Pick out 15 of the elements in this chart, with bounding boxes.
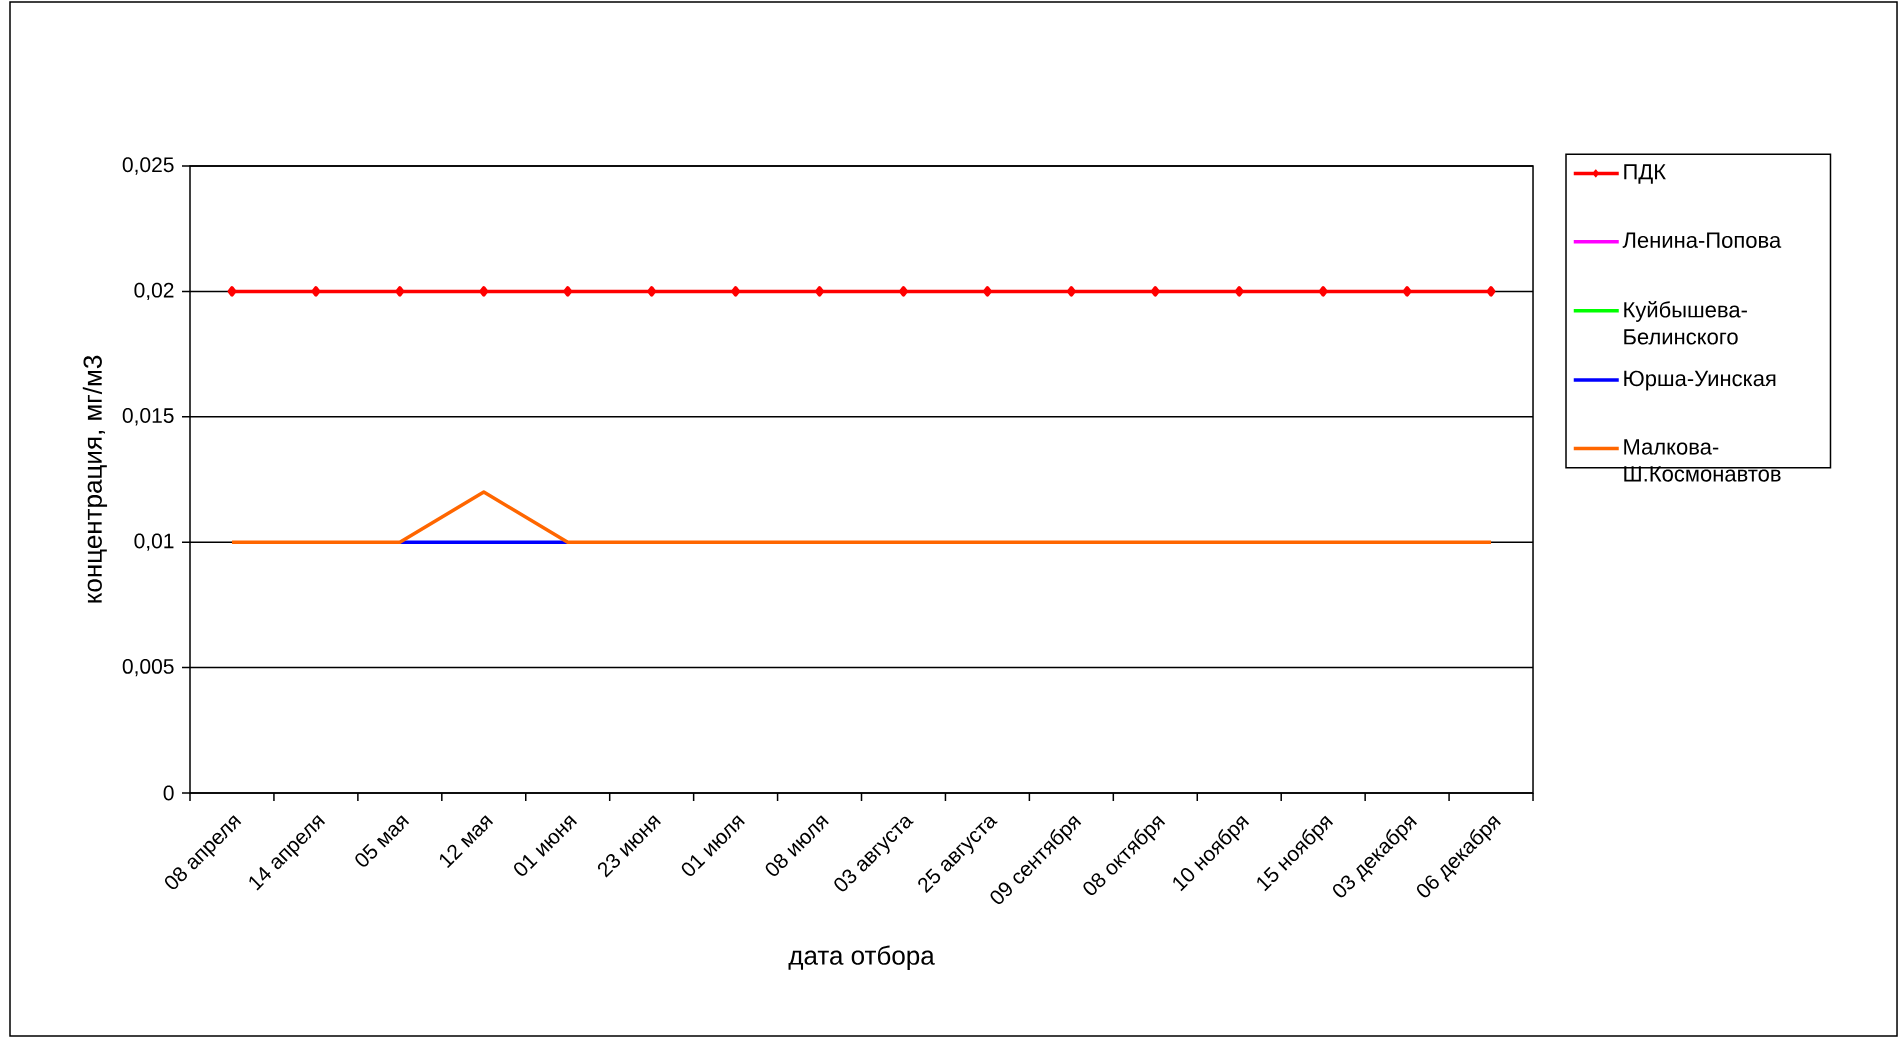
- y-axis-title: концентрация, мг/м3: [82, 355, 108, 603]
- legend-label: Ленина-Попова: [1622, 232, 1782, 248]
- legend-label: Юрша-Уинская: [1624, 370, 1776, 391]
- legend-label: Куйбышева-Белинского: [1624, 301, 1747, 345]
- y-tick-label: 0,005: [122, 658, 174, 677]
- y-tick-label: 0,015: [122, 408, 174, 426]
- legend-label: ПДК: [1624, 164, 1666, 184]
- x-axis-title: дата отбора: [788, 945, 935, 970]
- y-tick-label: 0,01: [134, 533, 174, 551]
- x-tick-label: 12 мая: [439, 815, 494, 869]
- legend-label: Малкова-Ш.Космонавтов: [1624, 439, 1781, 482]
- y-tick-label: 0: [163, 785, 174, 801]
- y-tick-label: 0,02: [134, 282, 174, 301]
- y-tick-label: 0,025: [122, 157, 174, 175]
- x-tick-label: 05 мая: [355, 815, 410, 867]
